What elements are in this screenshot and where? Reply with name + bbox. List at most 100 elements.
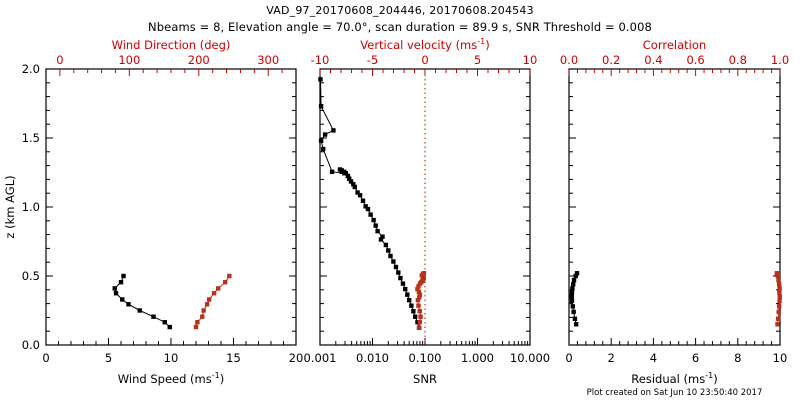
panel-snr-top-axis-title: Vertical velocity (ms-1)	[360, 37, 489, 52]
data-point-marker	[393, 264, 399, 270]
panel-wind-bottom-ticklabel: 0	[42, 351, 49, 365]
data-point-marker	[777, 290, 782, 295]
data-point-marker	[318, 138, 324, 143]
panel-snr-bottom-axis-title: SNR	[413, 372, 437, 386]
series-line	[195, 275, 230, 328]
panel-residual-bottom-ticklabel: 0	[565, 351, 572, 365]
data-point-marker	[342, 170, 347, 176]
panel-residual-group: 0 2 4 6 8 10 0.0 0.2 0.4 0.6 0.8 1.0 Residual (ms-1)…	[560, 38, 789, 386]
data-point-marker	[216, 286, 221, 291]
data-point-marker	[388, 253, 393, 259]
series-line	[114, 275, 171, 328]
data-point-marker	[375, 228, 380, 234]
data-point-marker	[400, 281, 406, 286]
data-point-marker	[777, 298, 782, 304]
panel-residual-top-ticklabel: 0.2	[602, 53, 620, 67]
data-point-marker	[352, 184, 357, 190]
panel-residual-bottom-ticklabel: 10	[773, 351, 788, 365]
panel-wind-bottom-axis-title: Wind Speed (ms-1)	[118, 371, 224, 386]
y-axis-ticklabel: 1.5	[22, 131, 40, 145]
y-axis-ticklabel: 1.0	[22, 200, 40, 214]
data-point-marker	[206, 297, 212, 302]
panel-residual-bottom-ticklabel: 6	[692, 351, 699, 365]
data-point-marker	[337, 167, 343, 172]
data-point-marker	[775, 273, 781, 279]
panel-snr-bottom-ticklabel: 0.001	[304, 351, 337, 365]
data-point-marker	[396, 270, 401, 275]
data-point-marker	[351, 182, 356, 187]
data-point-marker	[417, 325, 422, 330]
data-point-marker	[329, 169, 335, 175]
data-point-marker	[418, 314, 423, 319]
plot-title-block: VAD_97_20170608_204446, 20170608.204543 …	[0, 4, 800, 34]
panel-wind-top-ticklabel: 300	[257, 53, 279, 67]
series-correlation	[774, 271, 782, 327]
data-point-marker	[774, 271, 780, 276]
data-point-marker	[775, 316, 781, 321]
data-point-marker	[416, 289, 422, 295]
series-wind-direction	[193, 273, 232, 330]
data-point-marker	[363, 204, 368, 209]
panel-residual-bottom-ticklabel: 4	[650, 351, 657, 365]
data-point-marker	[373, 223, 378, 228]
data-point-marker	[775, 322, 780, 327]
data-point-marker	[416, 303, 421, 308]
data-point-marker	[368, 212, 373, 217]
data-point-marker	[572, 316, 578, 321]
data-point-marker	[348, 179, 354, 184]
series-vertical-velocity	[415, 271, 427, 330]
data-point-marker	[137, 308, 142, 313]
data-point-marker	[409, 303, 414, 308]
data-point-marker	[417, 295, 422, 300]
data-point-marker	[416, 284, 421, 289]
data-point-marker	[222, 280, 228, 285]
data-point-marker	[193, 324, 199, 330]
panel-snr-group: 0.001 0.010 0.100 1.000 10.000 -10 -5 0 5 10 SNR Ve…	[304, 37, 551, 386]
data-point-marker	[569, 290, 575, 295]
data-point-marker	[569, 294, 574, 299]
data-point-marker	[227, 273, 232, 279]
plot-created-timestamp: Plot created on Sat Jun 10 23:50:40 2017	[587, 388, 763, 398]
panel-wind-bottom-ticklabel: 20	[289, 351, 304, 365]
data-point-marker	[360, 198, 366, 203]
panel-snr-top-ticklabel: 5	[474, 53, 481, 67]
data-point-marker	[417, 320, 422, 325]
data-point-marker	[112, 286, 117, 291]
data-point-marker	[339, 169, 344, 175]
panel-snr-bottom-ticklabel: 0.010	[356, 351, 389, 365]
data-point-marker	[411, 308, 416, 314]
data-point-marker	[412, 314, 418, 319]
panel-wind-top-ticklabel: 100	[118, 53, 140, 67]
data-point-marker	[345, 173, 351, 179]
data-point-marker	[417, 308, 422, 314]
series-snr	[318, 77, 422, 330]
data-point-marker	[365, 206, 371, 212]
data-point-marker	[331, 128, 336, 133]
panel-snr-bottom-ticklabel: 0.100	[409, 351, 442, 365]
data-point-marker	[383, 242, 389, 248]
data-point-marker	[318, 77, 323, 82]
data-point-marker	[201, 308, 206, 313]
series-residual	[569, 271, 580, 327]
panel-wind-top-ticklabel: 200	[188, 53, 210, 67]
panel-residual-bottom-ticklabel: 2	[608, 351, 615, 365]
data-point-marker	[776, 277, 781, 283]
data-point-marker	[573, 273, 578, 279]
data-point-marker	[355, 190, 360, 195]
panel-snr-top-ticklabel: -10	[311, 53, 330, 67]
data-point-marker	[415, 320, 420, 325]
panel-residual-frame	[568, 68, 781, 346]
panel-snr-top-ticklabel: -5	[367, 53, 378, 67]
data-point-marker	[398, 275, 403, 281]
data-point-marker	[120, 297, 125, 302]
data-point-marker	[417, 292, 423, 297]
panel-snr-bottom-ticklabel: 10.000	[510, 351, 550, 365]
panel-wind-frame	[45, 68, 297, 346]
data-point-marker	[378, 237, 384, 242]
data-point-marker	[167, 324, 172, 330]
panel-residual-top-ticklabel: 0.8	[729, 53, 747, 67]
data-point-marker	[574, 271, 580, 276]
data-point-marker	[776, 304, 782, 309]
panel-residual-top-ticklabel: 0.6	[686, 53, 704, 67]
